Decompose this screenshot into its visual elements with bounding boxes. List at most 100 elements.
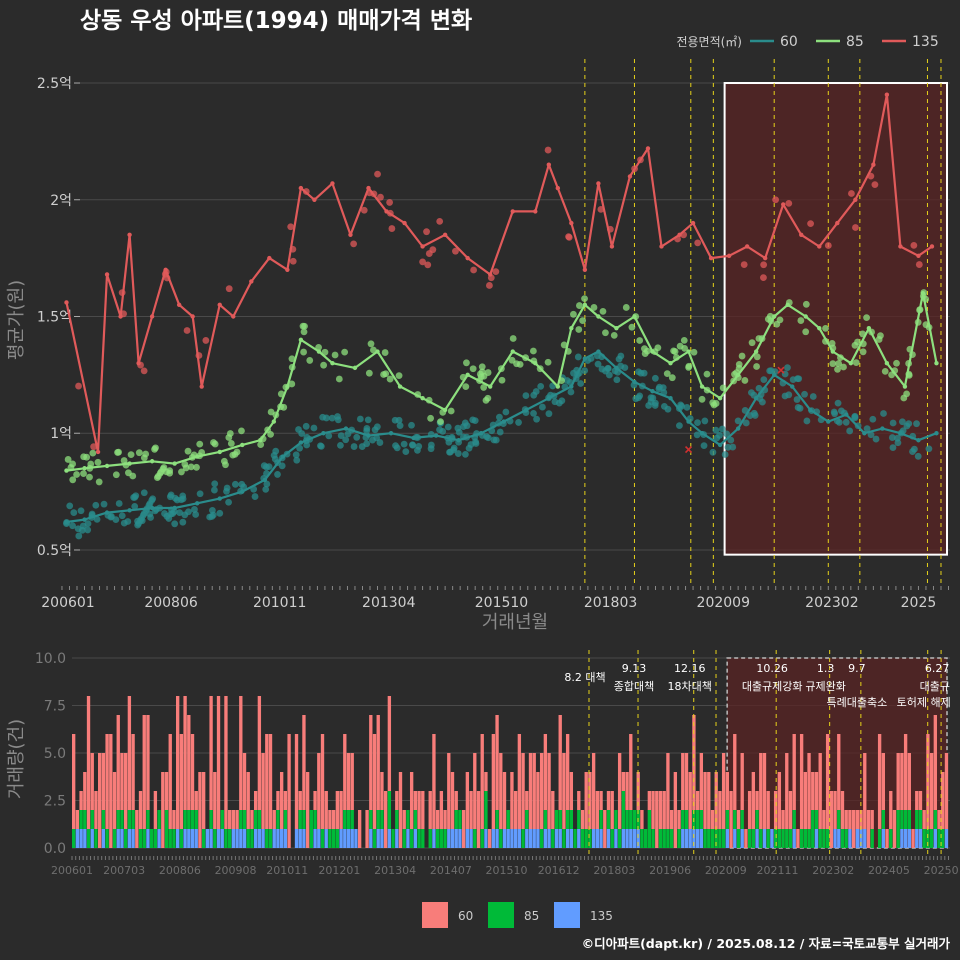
scatter-point-85 [142,450,150,458]
volume-bar [625,772,629,848]
volume-segment-60 [513,791,518,829]
scatter-point-85 [508,356,516,364]
volume-x-tick-label: 201803 [593,864,635,877]
volume-segment-135 [146,829,150,848]
volume-bar [788,791,793,848]
scatter-point-135 [287,223,295,231]
volume-segment-60 [294,734,299,829]
volume-segment-60 [376,715,380,810]
volume-segment-60 [588,772,592,829]
scatter-point-60 [472,438,479,446]
volume-segment-60 [840,791,845,829]
volume-segment-60 [885,829,889,848]
volume-bar [710,810,715,848]
scatter-point-135 [360,206,368,214]
scatter-point-60 [107,513,115,521]
volume-segment-60 [617,753,622,829]
scatter-point-85 [301,322,308,330]
volume-segment-60 [395,791,399,810]
line-point-85 [920,290,926,296]
scatter-point-60 [350,443,358,450]
volume-bar [677,810,681,848]
volume-segment-60 [695,791,700,810]
volume-bar [435,810,440,848]
volume-segment-85 [331,829,336,848]
volume-bar [629,734,633,848]
volume-segment-135 [688,829,692,848]
volume-segment-60 [844,810,848,829]
scatter-point-85 [187,463,195,471]
volume-segment-85 [220,810,224,829]
volume-bar [573,829,577,848]
volume-segment-60 [123,753,128,829]
volume-segment-85 [721,829,726,848]
volume-segment-85 [521,829,525,848]
price-x-tick-label: 201510 [475,595,528,611]
scatter-point-85 [370,346,377,354]
scatter-point-60 [701,417,709,425]
scatter-point-85 [382,370,390,378]
volume-segment-60 [183,696,187,810]
volume-segment-135 [525,829,529,848]
volume-bar [747,791,752,848]
scatter-point-85 [257,441,265,449]
volume-segment-85 [710,829,715,848]
line-point-135 [609,244,615,249]
scatter-point-60 [914,452,922,460]
volume-segment-85 [577,810,581,829]
volume-segment-85 [127,810,132,829]
line-point-135 [582,267,588,273]
volume-segment-135 [755,829,759,848]
volume-bar [409,772,414,848]
volume-x-tick-label: 202009 [705,864,747,877]
volume-segment-85 [101,810,106,829]
volume-segment-135 [565,829,570,848]
volume-segment-60 [447,753,451,829]
volume-bar [651,791,655,848]
volume-segment-60 [788,791,793,829]
scatter-point-60 [645,402,653,409]
scatter-point-60 [185,508,192,516]
scatter-point-60 [656,383,663,391]
scatter-point-135 [350,240,358,248]
volume-x-tick-label: 202405 [868,864,910,877]
volume-segment-60 [450,772,455,829]
volume-segment-60 [829,791,834,848]
scatter-point-85 [881,367,889,375]
scatter-point-60 [274,471,281,478]
line-point-135 [708,255,714,261]
scatter-point-135 [436,218,444,225]
scatter-point-85 [698,395,706,403]
volume-segment-135 [510,829,514,848]
chart-title: 상동 우성 아파트(1994) 매매가격 변화 [80,8,472,34]
volume-bar [406,810,410,848]
scatter-point-135 [807,220,814,228]
volume-segment-135 [900,829,904,848]
volume-segment-135 [632,829,637,848]
volume-segment-85 [395,810,399,829]
volume-bar [242,753,247,848]
volume-bar [937,810,941,848]
volume-segment-60 [502,772,507,829]
line-point-60 [82,517,87,522]
volume-segment-85 [209,810,213,829]
scatter-point-85 [225,434,233,441]
volume-bar [112,772,117,848]
volume-segment-85 [146,810,150,829]
volume-segment-60 [242,753,247,810]
volume-segment-85 [651,829,655,848]
volume-bar [86,696,91,848]
scatter-point-135 [871,181,879,189]
line-point-135 [884,92,890,97]
price-x-tick-label: 201011 [253,595,306,611]
price-y-axis-title: 평균가(원) [6,280,27,360]
volume-bar [131,734,135,848]
volume-segment-60 [907,753,912,810]
line-point-135 [645,146,651,151]
volume-segment-135 [614,829,618,848]
volume-segment-85 [621,791,626,829]
scatter-point-60 [325,432,333,440]
scatter-point-85 [120,457,128,464]
volume-bar [759,753,763,848]
scatter-point-60 [302,422,310,430]
